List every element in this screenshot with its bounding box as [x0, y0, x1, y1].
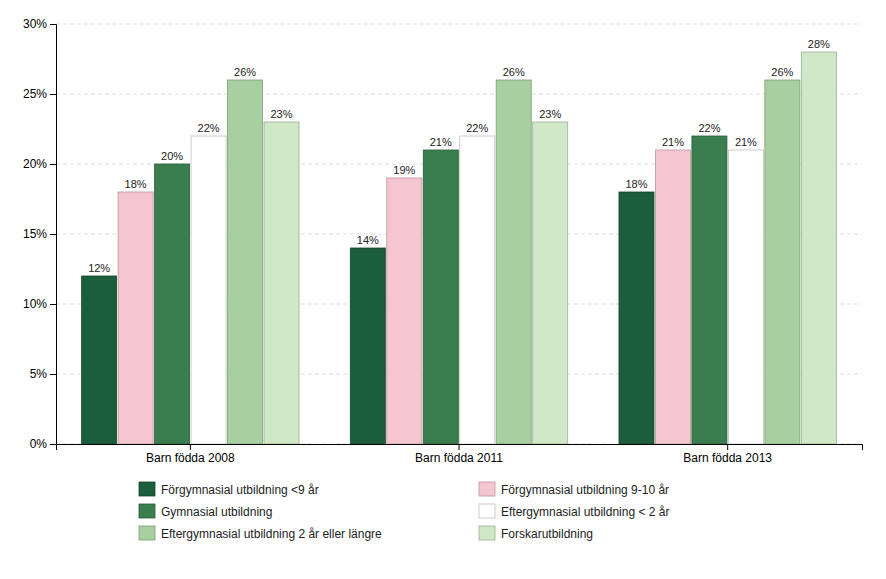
- axis-domain: [50, 25, 57, 445]
- legend-item: Eftergymnasial utbildning < 2 år: [479, 504, 669, 519]
- tick-mark: [50, 94, 56, 95]
- data-label: 23%: [271, 108, 293, 120]
- bar: [423, 150, 458, 444]
- data-label: 26%: [234, 66, 256, 78]
- legend-item: Förgymnasial utbildning <9 år: [139, 482, 319, 497]
- legend: Förgymnasial utbildning <9 år Förgymnasia…: [139, 482, 669, 541]
- plot: 0%5%10%15%20%25%30%Barn födda 2008Barn f…: [23, 17, 863, 464]
- legend-label: Eftergymnasial utbildning < 2 år: [501, 505, 669, 519]
- legend-item: Gymnasial utbildning: [139, 504, 272, 519]
- tick-label: 0%: [30, 437, 48, 451]
- y-tick: 30%: [23, 17, 56, 31]
- legend-swatch: [139, 482, 155, 496]
- legend-item: Förgymnasial utbildning 9-10 år: [479, 482, 669, 497]
- bar: [264, 122, 299, 444]
- data-labels: 12% 14% 18% 18% 19% 21% 20% 21% 22% 22% 22% 21% 26% 2…: [88, 38, 830, 274]
- data-label: 28%: [808, 38, 830, 50]
- legend-label: Forskarutbildning: [501, 527, 593, 541]
- data-label: 21%: [735, 136, 757, 148]
- series: [264, 52, 836, 444]
- grid-line: [56, 94, 862, 95]
- bar: [387, 178, 422, 444]
- data-label: 12%: [88, 262, 110, 274]
- data-label: 21%: [662, 136, 684, 148]
- legend-label: Förgymnasial utbildning <9 år: [161, 483, 319, 497]
- data-label: 22%: [198, 122, 220, 134]
- bar: [533, 122, 568, 444]
- y-tick: 0%: [30, 437, 56, 451]
- legend-swatch: [479, 482, 495, 496]
- bar: [155, 164, 190, 444]
- x-axis: Barn födda 2008 Barn födda 2011 Barn födda…: [57, 444, 863, 465]
- legend-item: Eftergymnasial utbildning 2 år eller län…: [139, 526, 382, 541]
- data-label: 22%: [466, 122, 488, 134]
- y-axis: 0% 5% 10% 15% 20% 25% 30%: [23, 17, 57, 451]
- bar: [728, 150, 763, 444]
- tick-label: 20%: [23, 157, 47, 171]
- legend-swatch: [479, 504, 495, 518]
- series: [228, 80, 800, 444]
- tick-label: 25%: [23, 87, 47, 101]
- tick-mark: [50, 374, 56, 375]
- tick-label: Barn födda 2011: [415, 451, 503, 465]
- grid-line: [56, 24, 862, 25]
- legend-swatch: [139, 526, 155, 540]
- tick-mark: [50, 304, 56, 305]
- tick-mark: [727, 444, 728, 450]
- bar: [82, 276, 117, 444]
- data-label: 14%: [357, 234, 379, 246]
- data-label: 19%: [393, 164, 415, 176]
- tick-mark: [50, 24, 56, 25]
- grid: [56, 24, 862, 444]
- legend-swatch: [139, 504, 155, 518]
- tick-mark: [459, 444, 460, 450]
- bar: [350, 248, 385, 444]
- data-label: 26%: [771, 66, 793, 78]
- bar: [692, 136, 727, 444]
- data-label: 23%: [539, 108, 561, 120]
- y-tick: 15%: [23, 227, 56, 241]
- bar: [655, 150, 690, 444]
- tick-label: 15%: [23, 227, 47, 241]
- legend-swatch: [479, 526, 495, 540]
- x-tick: Barn födda 2013: [683, 444, 772, 465]
- tick-label: 10%: [23, 297, 47, 311]
- y-tick: 20%: [23, 157, 56, 171]
- bars: [82, 52, 837, 444]
- tick-label: Barn födda 2008: [146, 451, 235, 465]
- bar: [801, 52, 836, 444]
- tick-mark: [190, 444, 191, 450]
- data-label: 26%: [503, 66, 525, 78]
- data-label: 21%: [430, 136, 452, 148]
- bar: [191, 136, 226, 444]
- legend-label: Gymnasial utbildning: [161, 505, 272, 519]
- legend-label: Förgymnasial utbildning 9-10 år: [501, 483, 669, 497]
- tick-label: 5%: [30, 367, 48, 381]
- axis-domain: [57, 445, 863, 451]
- x-tick: Barn födda 2011: [415, 444, 503, 465]
- bar: [619, 192, 654, 444]
- bar: [496, 80, 531, 444]
- tick-mark: [50, 444, 56, 445]
- legend-label: Eftergymnasial utbildning 2 år eller län…: [161, 527, 382, 541]
- y-tick: 25%: [23, 87, 56, 101]
- tick-mark: [50, 164, 56, 165]
- data-label: 18%: [625, 178, 647, 190]
- bar: [460, 136, 495, 444]
- bar: [228, 80, 263, 444]
- y-tick: 5%: [30, 367, 56, 381]
- bar: [118, 192, 153, 444]
- data-label: 18%: [125, 178, 147, 190]
- tick-label: 30%: [23, 17, 47, 31]
- tick-label: Barn födda 2013: [683, 451, 772, 465]
- tick-mark: [50, 234, 56, 235]
- legend-item: Forskarutbildning: [479, 526, 593, 541]
- y-tick: 10%: [23, 297, 56, 311]
- x-tick: Barn födda 2008: [146, 444, 235, 465]
- chart: 0%5%10%15%20%25%30%Barn födda 2008Barn f…: [0, 0, 886, 579]
- bar: [765, 80, 800, 444]
- data-label: 20%: [161, 150, 183, 162]
- data-label: 22%: [698, 122, 720, 134]
